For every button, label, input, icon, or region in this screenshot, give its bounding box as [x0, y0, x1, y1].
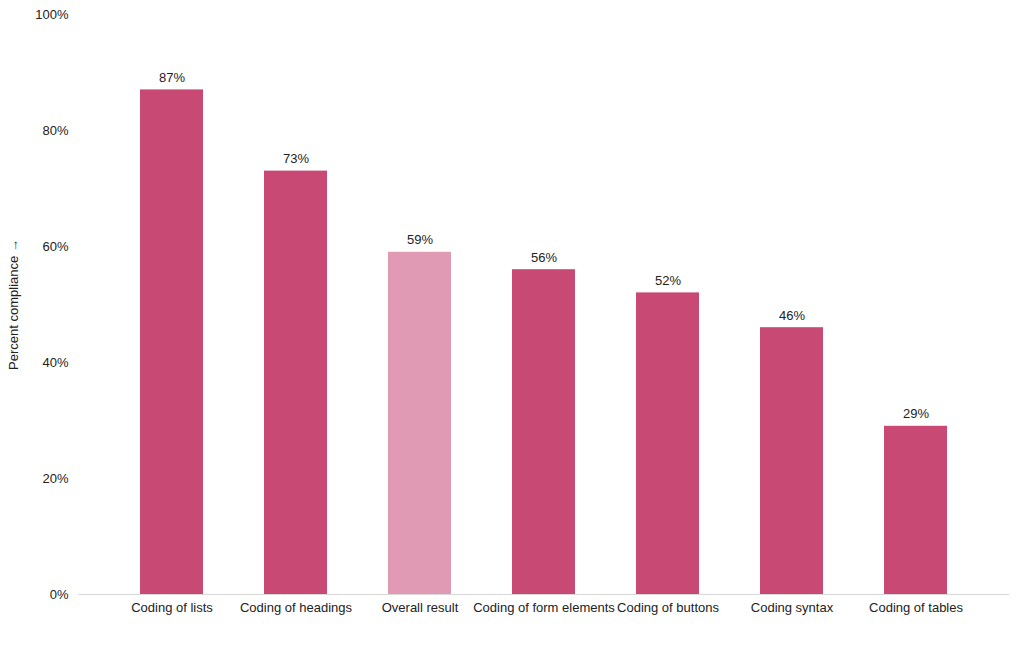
svg-text:80%: 80%	[42, 123, 68, 138]
svg-text:52%: 52%	[655, 273, 681, 288]
svg-text:46%: 46%	[779, 308, 805, 323]
svg-text:Percent compliance →: Percent compliance →	[6, 239, 21, 370]
svg-text:Coding of buttons: Coding of buttons	[617, 600, 719, 615]
svg-text:Coding syntax: Coding syntax	[751, 600, 834, 615]
svg-text:Coding of form elements: Coding of form elements	[473, 600, 615, 615]
svg-text:100%: 100%	[35, 7, 69, 22]
svg-text:60%: 60%	[42, 239, 68, 254]
svg-text:59%: 59%	[407, 232, 433, 247]
svg-text:87%: 87%	[159, 70, 185, 85]
svg-text:40%: 40%	[42, 355, 68, 370]
svg-text:56%: 56%	[531, 250, 557, 265]
svg-text:Coding of headings: Coding of headings	[240, 600, 353, 615]
svg-text:Coding of tables: Coding of tables	[869, 600, 963, 615]
svg-text:20%: 20%	[42, 471, 68, 486]
svg-text:73%: 73%	[283, 151, 309, 166]
svg-text:Coding of lists: Coding of lists	[131, 600, 213, 615]
svg-text:Overall result: Overall result	[382, 600, 459, 615]
svg-text:29%: 29%	[903, 406, 929, 421]
svg-text:0%: 0%	[50, 587, 69, 602]
